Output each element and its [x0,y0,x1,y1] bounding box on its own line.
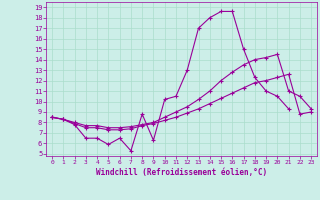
X-axis label: Windchill (Refroidissement éolien,°C): Windchill (Refroidissement éolien,°C) [96,168,267,177]
